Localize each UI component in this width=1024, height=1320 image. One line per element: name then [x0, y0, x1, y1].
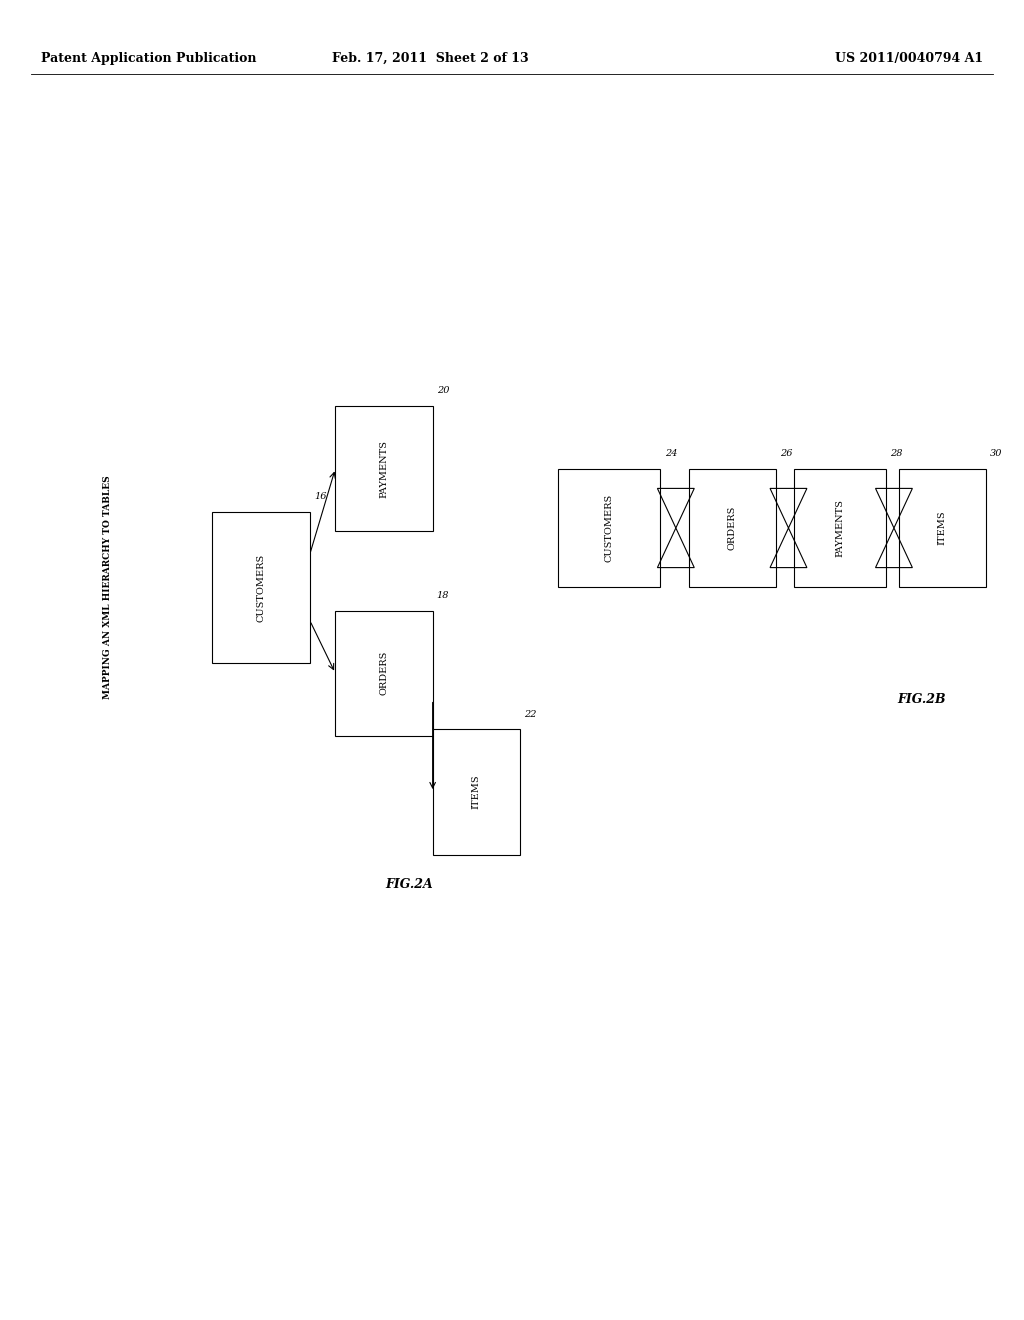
Bar	[558, 469, 660, 587]
Text: ORDERS: ORDERS	[380, 651, 388, 696]
Text: PAYMENTS: PAYMENTS	[836, 499, 844, 557]
Bar	[213, 511, 309, 663]
Text: 18: 18	[436, 591, 450, 599]
Text: 28: 28	[890, 449, 902, 458]
Text: 20: 20	[436, 387, 450, 396]
Text: FIG.2A: FIG.2A	[386, 878, 433, 891]
Text: 16: 16	[313, 492, 327, 500]
Text: 26: 26	[780, 449, 793, 458]
Text: 30: 30	[989, 449, 1002, 458]
Bar	[336, 407, 432, 531]
Text: FIG.2B: FIG.2B	[897, 693, 946, 706]
Text: 22: 22	[524, 710, 537, 718]
Bar	[433, 729, 520, 855]
Text: ORDERS: ORDERS	[728, 506, 736, 550]
Text: US 2011/0040794 A1: US 2011/0040794 A1	[835, 51, 983, 65]
Text: Patent Application Publication: Patent Application Publication	[41, 51, 256, 65]
Bar	[336, 610, 432, 737]
Bar	[688, 469, 776, 587]
Text: MAPPING AN XML HIERARCHY TO TABLES: MAPPING AN XML HIERARCHY TO TABLES	[103, 475, 112, 700]
Bar	[899, 469, 985, 587]
Text: CUSTOMERS: CUSTOMERS	[605, 494, 613, 562]
Bar	[794, 469, 886, 587]
Text: ITEMS: ITEMS	[938, 511, 946, 545]
Text: 24: 24	[665, 449, 677, 458]
Text: Feb. 17, 2011  Sheet 2 of 13: Feb. 17, 2011 Sheet 2 of 13	[332, 51, 528, 65]
Text: CUSTOMERS: CUSTOMERS	[257, 553, 265, 622]
Text: ITEMS: ITEMS	[472, 775, 480, 809]
Text: PAYMENTS: PAYMENTS	[380, 440, 388, 498]
